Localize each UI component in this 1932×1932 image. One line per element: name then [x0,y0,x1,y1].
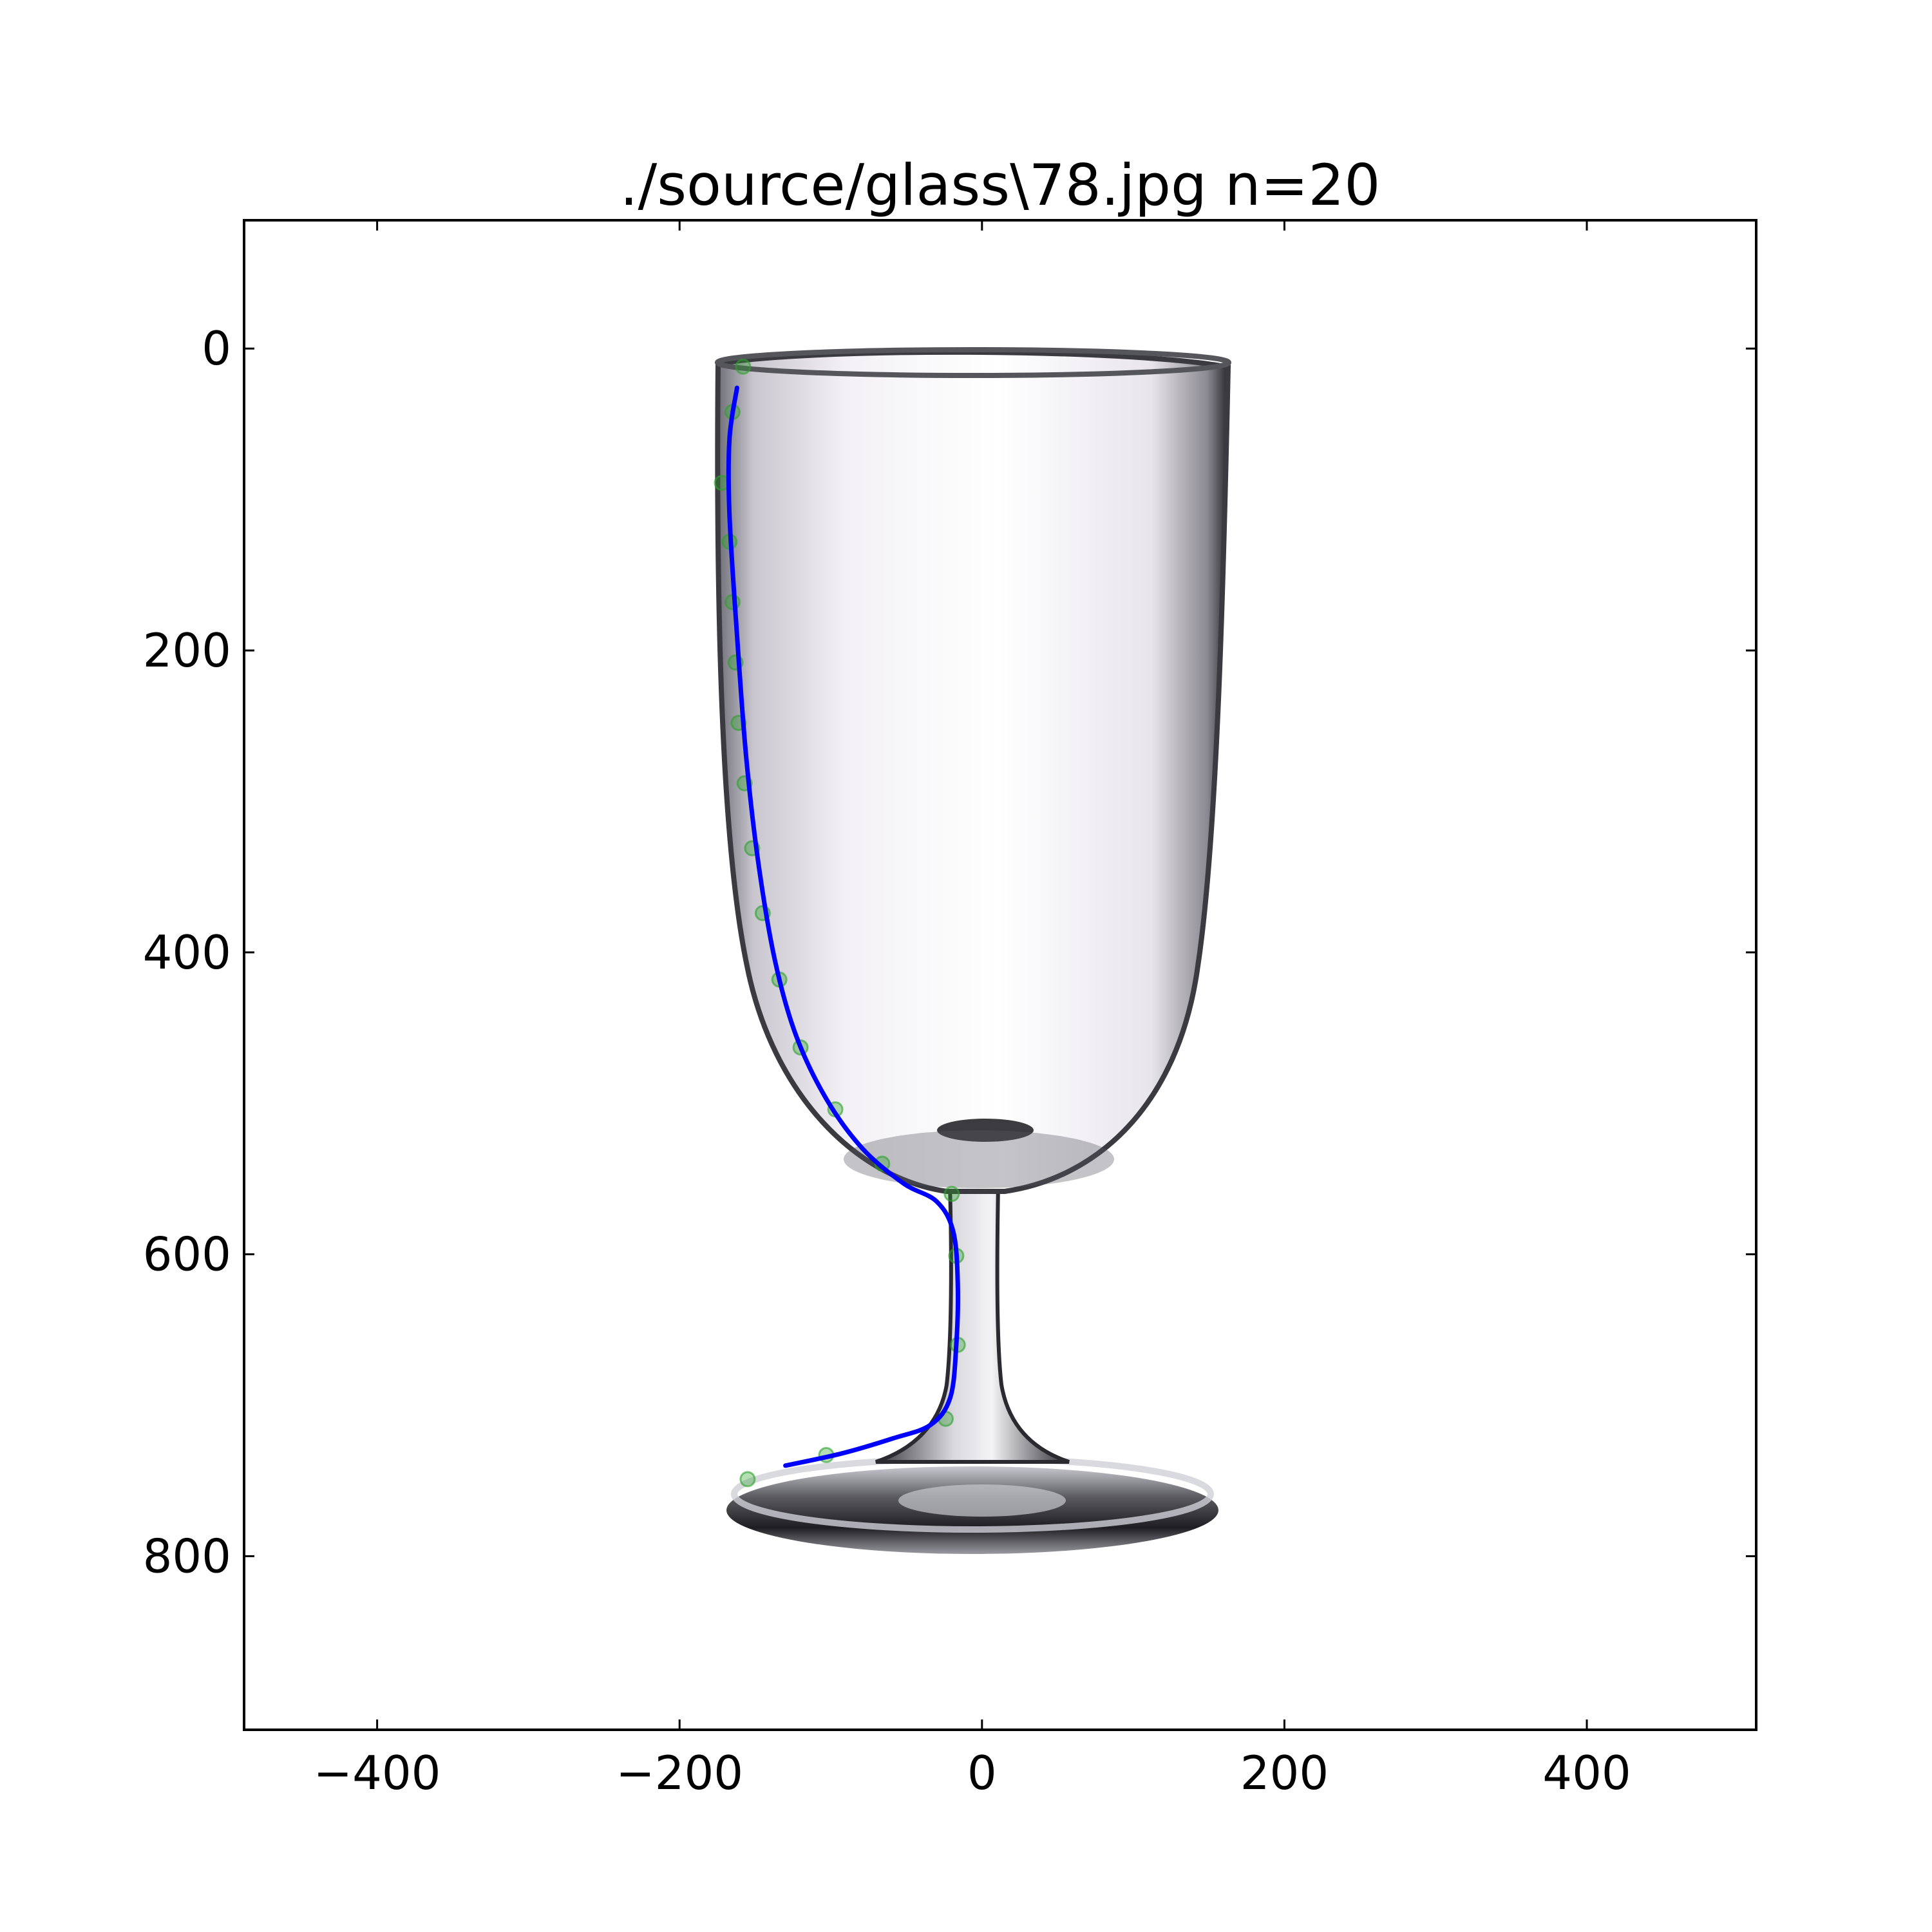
chart-title: ./source/glass\78.jpg n=20 [620,152,1381,218]
glass-stem [875,1183,1070,1464]
x-tick-label: 400 [1542,1746,1631,1800]
data-point-14 [943,1186,960,1202]
y-tick-label: 400 [143,925,231,980]
x-tick-label: −200 [616,1746,743,1800]
glass-bowl-bottom [937,1119,1034,1142]
glass-photo [715,347,1231,1554]
glass-rim [715,347,1231,378]
y-tick-label: 0 [202,321,231,375]
data-point-0 [735,358,752,375]
x-tick-label: −400 [314,1746,441,1800]
axes-frame [243,219,1757,1731]
y-tick-label: 800 [143,1529,231,1583]
glass-bowl-shadow [844,1130,1114,1188]
y-tick-label: 600 [143,1227,231,1282]
fit-curve-line [726,385,961,1468]
plot-layer [714,358,966,1488]
data-point-19 [739,1471,756,1488]
glass-bowl [715,349,1231,1194]
tick-layer: −400 −200 0 200 400 0 200 400 600 800 [143,220,1756,1800]
y-tick-label: 200 [143,623,231,677]
x-tick-label: 200 [1240,1746,1329,1800]
x-tick-label: 0 [967,1746,997,1800]
glass-foot-center [898,1484,1066,1517]
